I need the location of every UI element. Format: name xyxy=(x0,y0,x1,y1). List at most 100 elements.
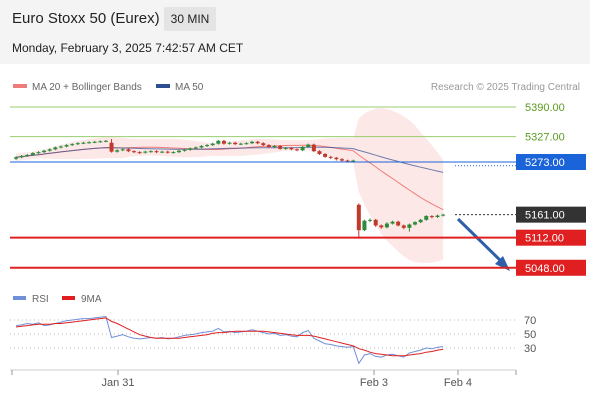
x-tick-label: Jan 31 xyxy=(101,377,134,389)
rsi-ma-line xyxy=(15,317,444,357)
candle-body xyxy=(283,147,288,149)
candle-body xyxy=(47,149,52,151)
rsi-legend: RSI 9MA xyxy=(13,294,102,305)
rsi-line xyxy=(15,315,444,365)
candle-body xyxy=(339,159,344,161)
candle-body xyxy=(295,149,299,151)
rsi-ma-legend-label: 9MA xyxy=(81,294,102,305)
candle-body xyxy=(244,143,249,145)
x-tick-label: Feb 4 xyxy=(444,377,472,389)
candle-body xyxy=(424,216,429,220)
candle-body xyxy=(413,222,418,225)
candle-body xyxy=(98,141,103,143)
candle-body xyxy=(188,148,193,150)
candle-body xyxy=(311,144,316,152)
candle-body xyxy=(250,141,255,144)
chart-header: Euro Stoxx 50 (Eurex) 30 MIN Monday, Feb… xyxy=(0,0,590,64)
candle-body xyxy=(323,154,328,157)
candle-body xyxy=(317,151,322,155)
candle-body xyxy=(30,153,35,155)
candle-body xyxy=(390,221,395,224)
candle-body xyxy=(233,142,238,145)
time-axis: Jan 31 Feb 3 Feb 4 xyxy=(10,369,517,389)
candle-body xyxy=(137,152,142,154)
candle-body xyxy=(396,221,401,226)
forecast-arrow-shaft xyxy=(456,217,506,266)
candle-body xyxy=(25,154,30,156)
candle-body xyxy=(182,149,187,151)
chart-legend: MA 20 + Bollinger Bands MA 50 Research ©… xyxy=(13,82,580,93)
candle-body xyxy=(272,146,277,148)
candle-body xyxy=(221,140,226,144)
bollinger-band xyxy=(16,108,444,263)
candle-body xyxy=(441,214,446,216)
candle-body xyxy=(87,142,92,144)
candle-body xyxy=(120,149,125,151)
ma50-legend-swatch xyxy=(156,84,170,88)
candle-body xyxy=(165,151,170,153)
candle-body xyxy=(19,155,24,158)
candle-body xyxy=(384,223,389,228)
candle-body xyxy=(75,143,80,145)
timestamp: Monday, February 3, 2025 7:42:57 AM CET xyxy=(12,41,244,55)
level-tag-pivot xyxy=(516,154,586,170)
candle-body xyxy=(42,150,47,153)
candle-body xyxy=(401,225,406,228)
candle-body xyxy=(278,146,283,149)
candle-body xyxy=(407,224,412,228)
candle-body xyxy=(64,145,69,147)
candle-body xyxy=(53,147,58,150)
candle-body xyxy=(345,160,350,162)
level-label: 5048.00 xyxy=(525,263,565,275)
candle-body xyxy=(70,144,75,146)
candle-body xyxy=(429,216,434,218)
candle-body xyxy=(58,146,63,148)
candle-body xyxy=(154,151,159,153)
ma50-legend-label: MA 50 xyxy=(175,82,204,93)
candle-body xyxy=(143,151,148,153)
candle-body xyxy=(160,151,165,153)
candle-body xyxy=(300,146,305,151)
candle-body xyxy=(289,147,294,150)
candle-body xyxy=(210,143,215,146)
candle-body xyxy=(148,151,153,153)
level-label: 5112.00 xyxy=(525,233,564,245)
candle-body xyxy=(14,157,18,159)
candle-body xyxy=(103,140,108,142)
candle-body xyxy=(379,225,384,228)
candle-body xyxy=(435,215,440,217)
x-tick-label: Feb 3 xyxy=(360,377,388,389)
rsi-tick-label: 30 xyxy=(524,343,536,355)
candle-body xyxy=(255,141,260,144)
ma20-legend-swatch xyxy=(13,84,27,88)
level-label: 5327.00 xyxy=(525,132,565,144)
candle-body xyxy=(266,145,271,147)
rsi-ma-legend-swatch xyxy=(62,296,75,300)
candle-body xyxy=(171,152,176,154)
level-tag-support xyxy=(516,229,586,246)
candle-body xyxy=(334,157,339,160)
ma20-legend-label: MA 20 + Bollinger Bands xyxy=(32,82,142,93)
candle-body xyxy=(109,142,114,152)
level-tag-current xyxy=(516,206,586,223)
candle-body xyxy=(205,145,210,147)
candle-body xyxy=(199,146,204,148)
level-label: 5390.00 xyxy=(525,102,565,114)
candle-body xyxy=(351,160,356,162)
candle-body xyxy=(373,219,378,226)
credit-text: Research © 2025 Trading Central xyxy=(431,82,580,93)
key-levels: 5390.00 5327.00 5273.00 5161.00 5112.00 5048.… xyxy=(10,102,586,276)
rsi-panel: 70 50 30 xyxy=(10,315,536,365)
candle-body xyxy=(261,143,266,146)
level-tag-support xyxy=(516,259,586,276)
price-plot xyxy=(14,108,510,271)
rsi-legend-swatch xyxy=(13,296,26,300)
candle-body xyxy=(216,140,221,144)
candle-body xyxy=(36,152,41,154)
interval-button[interactable]: 30 MIN xyxy=(164,7,216,31)
ma50-line xyxy=(15,146,444,173)
candle-body xyxy=(306,144,311,147)
candle-body xyxy=(193,147,198,149)
candle-body xyxy=(227,142,232,144)
rsi-tick-label: 70 xyxy=(524,315,536,327)
